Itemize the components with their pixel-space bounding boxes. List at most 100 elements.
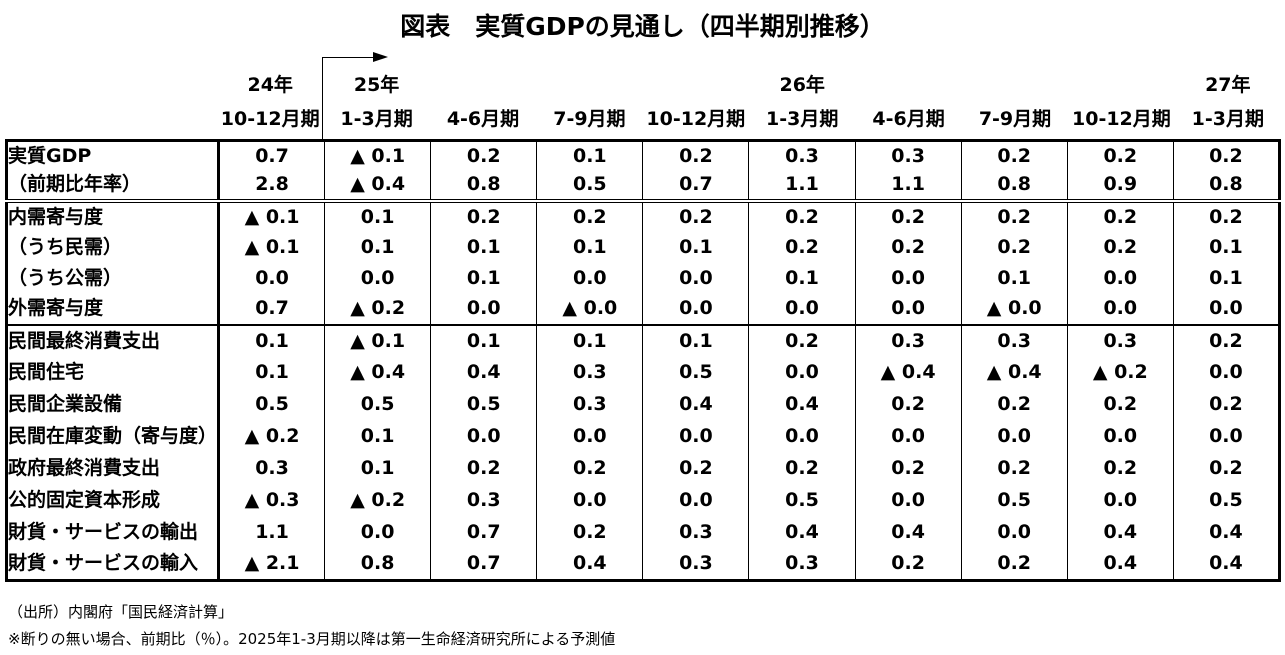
forecast-arrow-icon <box>373 52 388 62</box>
value-cell: 0.0 <box>855 484 962 517</box>
footnote: ※断りの無い場合、前期比（％）。2025年1-3月期以降は第一生命経済研究所によ… <box>8 630 616 648</box>
table-row: 財貨・サービスの輸出 1.1 0.0 0.7 0.2 0.3 0.4 0.4 0.0 0.4 0.4 <box>6 516 1280 549</box>
value-cell: 0.2 <box>961 548 1068 581</box>
value-cell: 0.4 <box>430 356 538 389</box>
value-cell: 0.3 <box>536 356 644 389</box>
value-cell: ▲ 0.2 <box>324 484 432 517</box>
value-cell: 0.2 <box>1209 205 1243 228</box>
table-row: 実質GDP 0.7 ▲ 0.1 0.2 0.1 0.2 0.3 0.3 0.2 0.2 0.2 <box>6 140 1280 171</box>
value-cell: 0.2 <box>1067 231 1174 263</box>
value-cell: 0.2 <box>1067 140 1174 171</box>
value-cell: ▲ 0.1 <box>218 231 326 263</box>
row-label: 民間最終消費支出 <box>6 324 220 357</box>
value-cell: ▲ 0.0 <box>961 293 1068 326</box>
value-cell: 0.0 <box>324 262 432 294</box>
value-cell: 0.3 <box>218 452 326 485</box>
value-cell: ▲ 0.4 <box>855 356 962 389</box>
value-cell: ▲ 0.2 <box>324 293 432 326</box>
forecast-start-line <box>322 57 323 139</box>
value-cell: 0.0 <box>1209 361 1243 383</box>
value-cell: 0.3 <box>1067 324 1174 357</box>
year-label: 25年 <box>353 74 400 96</box>
value-cell: 0.4 <box>748 516 856 549</box>
value-cell: 0.1 <box>324 200 432 232</box>
value-cell: 0.0 <box>855 420 962 453</box>
row-label: 実質GDP <box>6 140 220 171</box>
value-cell: 0.2 <box>642 140 750 171</box>
value-cell: 0.1 <box>218 356 326 389</box>
value-cell: 0.5 <box>218 388 326 421</box>
value-cell: 0.0 <box>961 420 1068 453</box>
value-cell: 0.1 <box>324 420 432 453</box>
value-cell: 0.2 <box>855 200 962 232</box>
value-cell: 0.2 <box>855 388 962 421</box>
value-cell: 0.3 <box>748 548 856 581</box>
value-cell: 0.1 <box>642 324 750 357</box>
value-cell: 0.2 <box>855 548 962 581</box>
value-cell: 0.5 <box>430 388 538 421</box>
value-cell: ▲ 0.0 <box>536 293 644 326</box>
value-cell: 0.2 <box>855 231 962 263</box>
value-cell: 0.0 <box>1209 425 1243 447</box>
value-cell: 0.0 <box>855 262 962 294</box>
value-cell: 0.7 <box>218 140 326 171</box>
value-cell: ▲ 0.4 <box>324 170 432 203</box>
value-cell: 0.4 <box>1209 521 1243 543</box>
value-cell: 0.1 <box>536 231 644 263</box>
value-cell: 0.0 <box>642 484 750 517</box>
value-cell: 0.5 <box>961 484 1068 517</box>
value-cell: 0.8 <box>1173 170 1280 203</box>
value-cell: 0.2 <box>1209 144 1243 167</box>
value-cell: 0.1 <box>324 452 432 485</box>
table-row: （うち民需） ▲ 0.1 0.1 0.1 0.1 0.1 0.2 0.2 0.2 0.2 0.1 <box>6 231 1280 263</box>
row-label: 政府最終消費支出 <box>6 452 220 485</box>
value-cell: 0.2 <box>536 452 644 485</box>
value-cell: 0.0 <box>536 420 644 453</box>
value-cell: 0.1 <box>536 324 644 357</box>
value-cell: 0.3 <box>961 324 1068 357</box>
row-label: 内需寄与度 <box>6 200 220 232</box>
value-cell: 0.2 <box>961 200 1068 232</box>
value-cell: 0.5 <box>642 356 750 389</box>
value-cell: 0.7 <box>430 548 538 581</box>
quarter-label: 10-12月期 <box>220 108 320 130</box>
value-cell: 0.8 <box>961 170 1068 203</box>
value-cell: 0.4 <box>642 388 750 421</box>
value-cell: 0.2 <box>430 452 538 485</box>
value-cell: 0.5 <box>324 388 432 421</box>
value-cell: 0.0 <box>642 420 750 453</box>
value-cell: 0.7 <box>642 170 750 203</box>
value-cell: 0.2 <box>748 231 856 263</box>
value-cell: 0.2 <box>748 452 856 485</box>
quarter-label: 7-9月期 <box>553 108 626 130</box>
value-cell: 0.1 <box>324 231 432 263</box>
value-cell: 0.1 <box>961 262 1068 294</box>
value-cell: ▲ 0.3 <box>218 484 326 517</box>
row-label: 財貨・サービスの輸出 <box>6 516 220 549</box>
value-cell: 0.2 <box>1067 452 1174 485</box>
value-cell: 0.2 <box>536 516 644 549</box>
row-label: 公的固定資本形成 <box>6 484 220 517</box>
value-cell: 1.1 <box>748 170 856 203</box>
value-cell: 0.2 <box>961 231 1068 263</box>
value-cell: ▲ 0.4 <box>324 356 432 389</box>
quarter-label: 1-3月期 <box>766 108 839 130</box>
value-cell: 2.8 <box>218 170 326 203</box>
value-cell: 0.2 <box>642 200 750 232</box>
value-cell: 0.4 <box>1209 552 1243 575</box>
value-cell: 0.1 <box>430 262 538 294</box>
value-cell: 0.3 <box>855 324 962 357</box>
forecast-arrow-shaft <box>322 57 374 58</box>
value-cell: ▲ 0.4 <box>961 356 1068 389</box>
value-cell: 0.1 <box>748 262 856 294</box>
value-cell: 0.0 <box>1067 262 1174 294</box>
value-cell: 0.2 <box>961 452 1068 485</box>
value-cell: 0.1 <box>642 231 750 263</box>
value-cell: 0.0 <box>536 262 644 294</box>
value-cell: 0.4 <box>1067 516 1174 549</box>
year-label: 27年 <box>1205 74 1251 96</box>
value-cell: 0.2 <box>748 324 856 357</box>
quarter-label: 1-3月期 <box>1191 108 1264 130</box>
value-cell: 0.2 <box>1209 457 1243 479</box>
value-cell: 0.2 <box>1209 393 1243 415</box>
